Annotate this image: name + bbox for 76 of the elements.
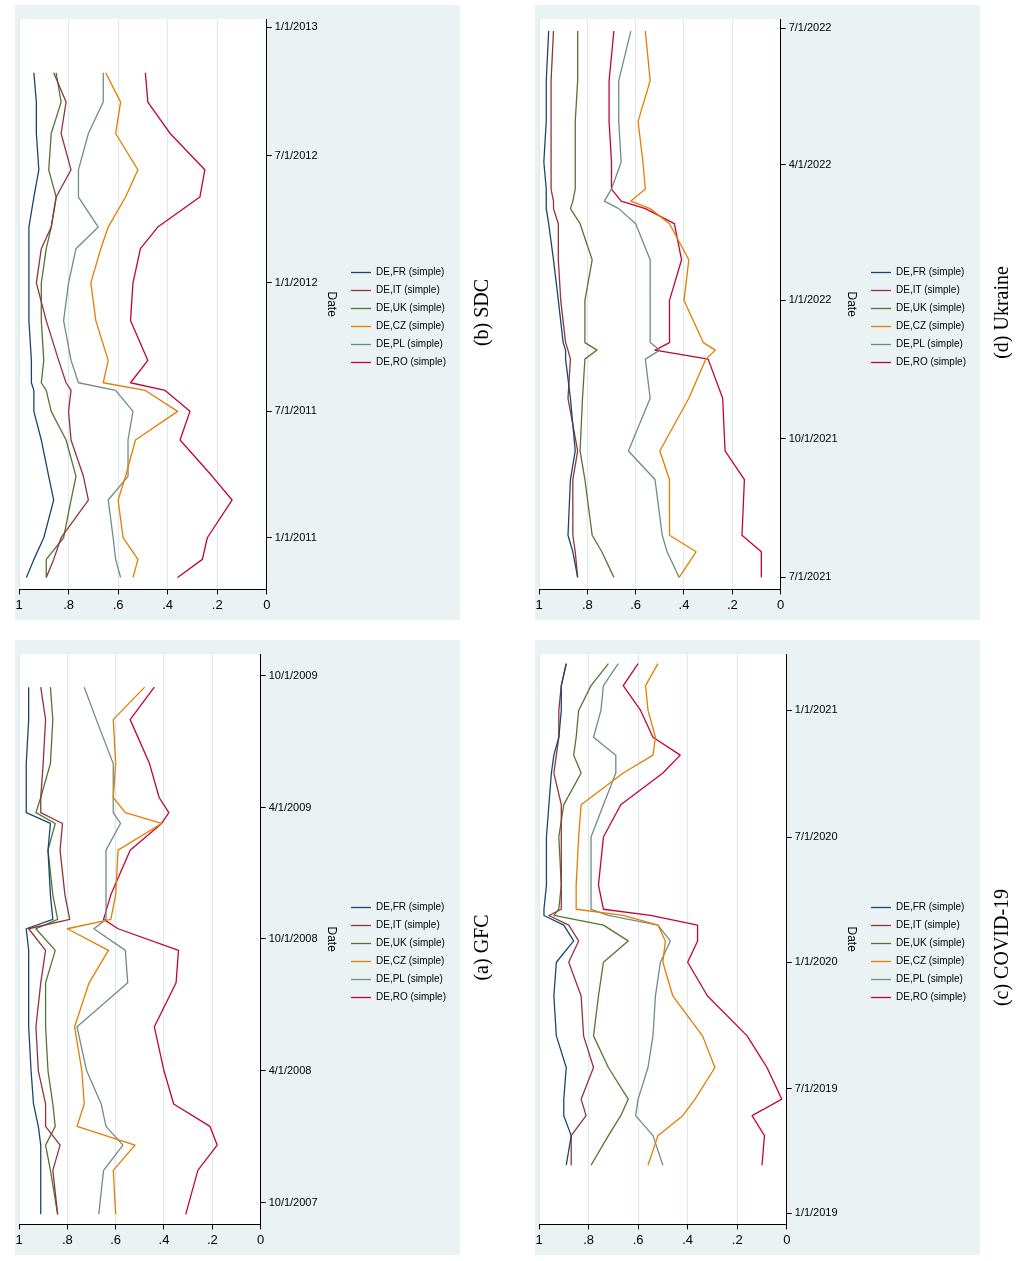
legend-label: DE,CZ (simple) [376, 320, 445, 332]
legend-label: DE,IT (simple) [896, 919, 960, 931]
y-tick-label: 7/1/2020 [794, 830, 838, 843]
legend-label: DE,FR (simple) [896, 266, 965, 278]
x-tick-label: 0 [263, 596, 271, 612]
x-tick-label: .6 [632, 1231, 644, 1247]
x-tick-label: 0 [777, 596, 785, 612]
x-tick-label: .4 [162, 596, 174, 612]
x-tick-label: .4 [682, 1231, 694, 1247]
y-tick-label: 7/1/2012 [274, 148, 318, 161]
x-tick-label: .2 [206, 1231, 218, 1247]
legend-label: DE,UK (simple) [376, 302, 445, 314]
legend-label: DE,RO (simple) [376, 991, 447, 1003]
text: (a) GFC [470, 914, 494, 981]
y-tick-label: 4/1/2008 [268, 1063, 312, 1076]
y-tick-label: 10/1/2021 [788, 431, 838, 444]
legend-label: DE,RO (simple) [896, 991, 967, 1003]
legend-label: DE,CZ (simple) [376, 955, 445, 967]
x-tick-label: .4 [678, 596, 690, 612]
y-tick-label: 1/1/2022 [788, 293, 832, 306]
x-tick-label: 1 [15, 1231, 23, 1247]
x-tick-label: .6 [110, 1231, 122, 1247]
y-axis-title: Date [325, 926, 340, 953]
text: (d) Ukraine [990, 266, 1014, 359]
legend-label: DE,PL (simple) [376, 973, 443, 985]
y-tick-label: 7/1/2021 [788, 570, 832, 583]
x-tick-label: 0 [783, 1231, 791, 1247]
y-tick-label: 1/1/2013 [274, 20, 318, 33]
legend-label: DE,CZ (simple) [896, 955, 965, 967]
y-tick-label: 7/1/2019 [794, 1081, 838, 1094]
y-tick-label: 4/1/2022 [788, 158, 832, 171]
x-tick-label: 0 [257, 1231, 265, 1247]
y-axis-title: Date [845, 926, 860, 953]
legend-label: DE,PL (simple) [376, 338, 443, 350]
legend-label: DE,RO (simple) [376, 356, 447, 368]
y-tick-label: 10/1/2009 [268, 668, 318, 681]
y-tick-label: 1/1/2021 [794, 703, 838, 716]
y-axis-title: Date [845, 291, 860, 318]
y-tick-label: 7/1/2022 [788, 21, 832, 34]
x-tick-label: .4 [158, 1231, 170, 1247]
legend-label: DE,IT (simple) [896, 284, 960, 296]
x-tick-label: .8 [581, 596, 593, 612]
legend-label: DE,UK (simple) [376, 937, 445, 949]
y-tick-label: 10/1/2007 [268, 1195, 318, 1208]
legend-label: DE,UK (simple) [896, 937, 965, 949]
y-tick-label: 1/1/2019 [794, 1206, 838, 1219]
legend-label: DE,IT (simple) [376, 919, 440, 931]
x-tick-label: 1 [15, 596, 23, 612]
x-tick-label: 1 [535, 1231, 543, 1247]
y-tick-label: 1/1/2011 [274, 530, 317, 543]
legend-label: DE,FR (simple) [896, 901, 965, 913]
legend-label: DE,PL (simple) [896, 338, 963, 350]
y-tick-label: 7/1/2011 [274, 404, 317, 417]
x-tick-label: .6 [630, 596, 642, 612]
x-tick-label: .2 [211, 596, 223, 612]
x-tick-label: .2 [726, 596, 738, 612]
x-tick-label: .8 [583, 1231, 594, 1247]
y-tick-label: 1/1/2012 [274, 275, 318, 288]
legend-label: DE,UK (simple) [896, 302, 965, 314]
x-tick-label: 1 [535, 596, 543, 612]
y-tick-label: 1/1/2020 [794, 955, 838, 968]
x-tick-label: .8 [63, 596, 74, 612]
legend-label: DE,FR (simple) [376, 901, 445, 913]
x-tick-label: .2 [731, 1231, 743, 1247]
legend-label: DE,PL (simple) [896, 973, 963, 985]
legend-label: DE,CZ (simple) [896, 320, 965, 332]
text: (b) SDC [470, 278, 494, 347]
y-tick-label: 10/1/2008 [268, 931, 318, 944]
y-tick-label: 4/1/2009 [268, 800, 312, 813]
y-axis-title: Date [325, 291, 340, 318]
text: (c) COVID-19 [990, 888, 1014, 1007]
legend-label: DE,RO (simple) [896, 356, 967, 368]
legend-label: DE,FR (simple) [376, 266, 445, 278]
x-tick-label: .8 [61, 1231, 73, 1247]
legend-label: DE,IT (simple) [376, 284, 440, 296]
x-tick-label: .6 [112, 596, 124, 612]
